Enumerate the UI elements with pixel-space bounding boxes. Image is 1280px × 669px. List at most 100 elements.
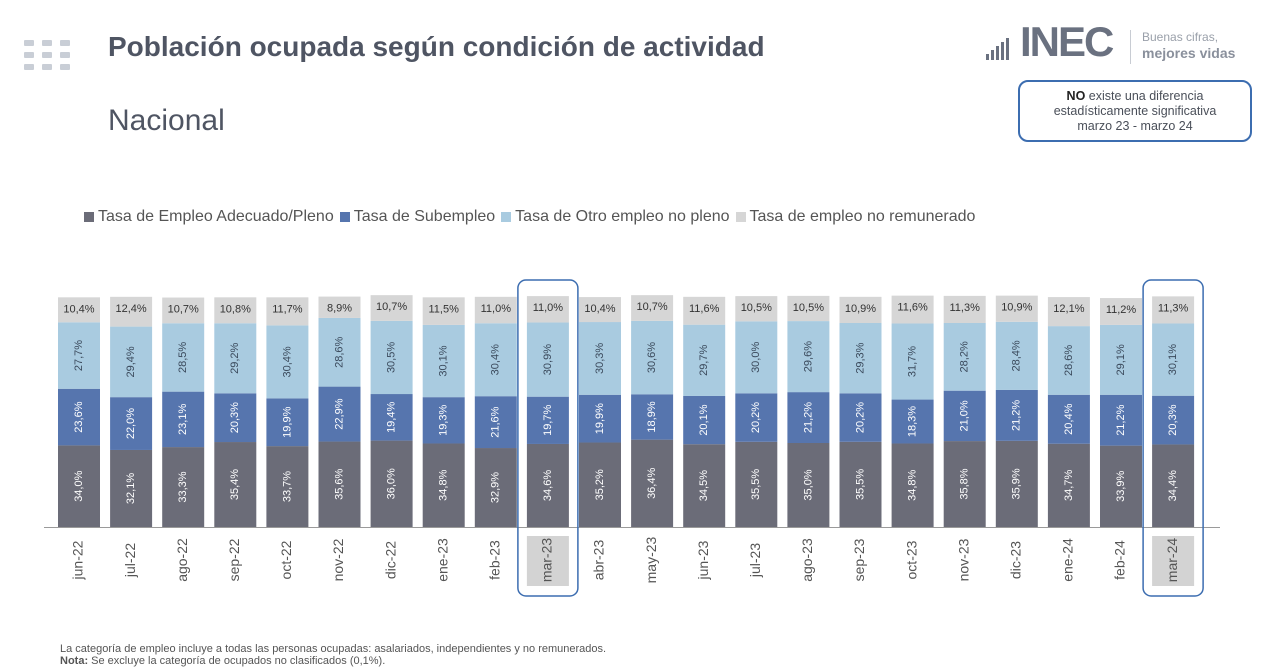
data-label: 11,0% (533, 302, 564, 314)
data-label: 35,8% (959, 468, 971, 499)
x-tick-label: nov-22 (330, 538, 346, 581)
data-label: 19,9% (281, 406, 293, 437)
data-label: 28,6% (333, 336, 345, 367)
data-label: 20,3% (1167, 404, 1179, 435)
data-label: 12,1% (1053, 303, 1084, 315)
bar-segment (162, 447, 205, 527)
bar-segment (526, 296, 569, 323)
bar-segment (58, 297, 100, 323)
footer-line2: Nota: Se excluye la categoría de ocupado… (60, 655, 606, 667)
logo-tagline-top: Buenas cifras, (1142, 30, 1219, 44)
bar-segment (162, 323, 205, 392)
data-label: 28,2% (959, 341, 971, 372)
bar-segment (839, 441, 882, 527)
bar-segment (787, 321, 830, 393)
x-tick-label: dic-22 (382, 541, 398, 579)
legend-swatch (735, 212, 746, 222)
footer-nota-label: Nota: (60, 655, 89, 667)
data-label: 10,7% (168, 304, 199, 316)
data-label: 35,5% (854, 469, 866, 500)
legend-item-3: Tasa de Otro empleo no pleno (501, 208, 730, 226)
bar-segment (422, 297, 465, 325)
bar-segment (995, 321, 1038, 390)
data-label: 33,3% (177, 471, 189, 502)
decorative-dots (24, 40, 70, 70)
data-label: 30,5% (386, 342, 398, 373)
legend-item-1: Tasa de Empleo Adecuado/Pleno (84, 208, 334, 226)
data-label: 28,6% (1063, 345, 1075, 376)
significance-note-line2: estadísticamente significativa (1053, 104, 1217, 118)
data-label: 35,5% (750, 469, 762, 500)
bar-segment (787, 392, 830, 443)
bar-segment (1100, 394, 1142, 446)
bar-segment (214, 442, 257, 527)
data-label: 12,4% (115, 303, 146, 315)
bar-segment (787, 443, 830, 527)
data-label: 10,7% (376, 301, 407, 313)
x-tick-label: ene-24 (1060, 538, 1076, 582)
data-label: 18,9% (646, 401, 658, 432)
data-label: 20,4% (1063, 403, 1075, 434)
bar-segment (839, 323, 882, 394)
significance-note: NO existe una diferencia estadísticament… (1018, 80, 1252, 142)
significance-note-bold: NO (1066, 89, 1086, 103)
bar-segment (526, 396, 569, 444)
data-label: 30,0% (750, 342, 762, 373)
data-label: 29,7% (698, 345, 710, 376)
bar-segment (1100, 298, 1142, 325)
data-label: 22,9% (333, 398, 345, 429)
bar-segment (318, 296, 361, 318)
bar-segment (1152, 323, 1195, 396)
bar-segment (110, 397, 153, 450)
x-tick-label: dic-23 (1008, 541, 1024, 579)
bar-segment (474, 448, 517, 527)
bar-segment (579, 442, 621, 527)
x-tick-label: feb-24 (1112, 540, 1128, 580)
bar-segment (579, 297, 621, 323)
data-label: 34,6% (542, 470, 554, 501)
data-label: 31,7% (907, 346, 919, 377)
data-label: 34,4% (1167, 470, 1179, 501)
bar-segment (474, 296, 517, 324)
data-label: 11,7% (272, 303, 303, 315)
x-tick-label: jun-23 (695, 540, 711, 580)
x-tick-label: may-23 (643, 536, 659, 583)
footer-line1: La categoría de empleo incluye a todas l… (60, 643, 607, 655)
category-highlight-bg (526, 536, 569, 586)
legend-swatch (84, 212, 94, 222)
logo-tagline-bottom: mejores vidas (1142, 45, 1236, 61)
bar-segment (526, 443, 569, 527)
bar-segment (1152, 296, 1195, 324)
data-label: 21,0% (959, 400, 971, 431)
data-label: 34,5% (698, 470, 710, 501)
x-tick-label: ago-22 (174, 538, 190, 582)
bar-segment (110, 326, 153, 398)
data-label: 30,4% (490, 344, 502, 375)
x-tick-label: nov-23 (955, 538, 971, 581)
chart-legend: Tasa de Empleo Adecuado/Pleno Tasa de Sub… (84, 208, 975, 226)
bar-segment (631, 394, 674, 440)
data-label: 35,2% (594, 469, 606, 500)
x-tick-label: jul-23 (747, 543, 763, 578)
significance-note-line1: NO existe una diferencia (1020, 89, 1250, 104)
footer-nota-text: Se excluye la categoría de ocupados no c… (88, 655, 386, 667)
data-label: 30,1% (438, 345, 450, 376)
data-label: 20,2% (750, 402, 762, 433)
bar-segment (214, 323, 257, 394)
bar-segment (58, 322, 100, 389)
data-label: 28,5% (177, 342, 189, 373)
x-tick-label: abr-23 (591, 540, 607, 581)
bar-segment (683, 296, 726, 325)
data-label: 35,0% (802, 469, 814, 500)
x-tick-label: mar-24 (1164, 538, 1180, 583)
data-label: 36,4% (646, 468, 658, 499)
x-tick-label: mar-23 (539, 538, 555, 583)
bar-segment (683, 444, 726, 527)
bar-segment (422, 324, 465, 398)
data-label: 20,3% (229, 402, 241, 433)
bar-segment (1047, 443, 1090, 527)
bar-segment (58, 388, 100, 446)
data-label: 18,3% (907, 406, 919, 437)
legend-item-2: Tasa de Subempleo (339, 208, 495, 226)
data-label: 34,8% (907, 469, 919, 500)
